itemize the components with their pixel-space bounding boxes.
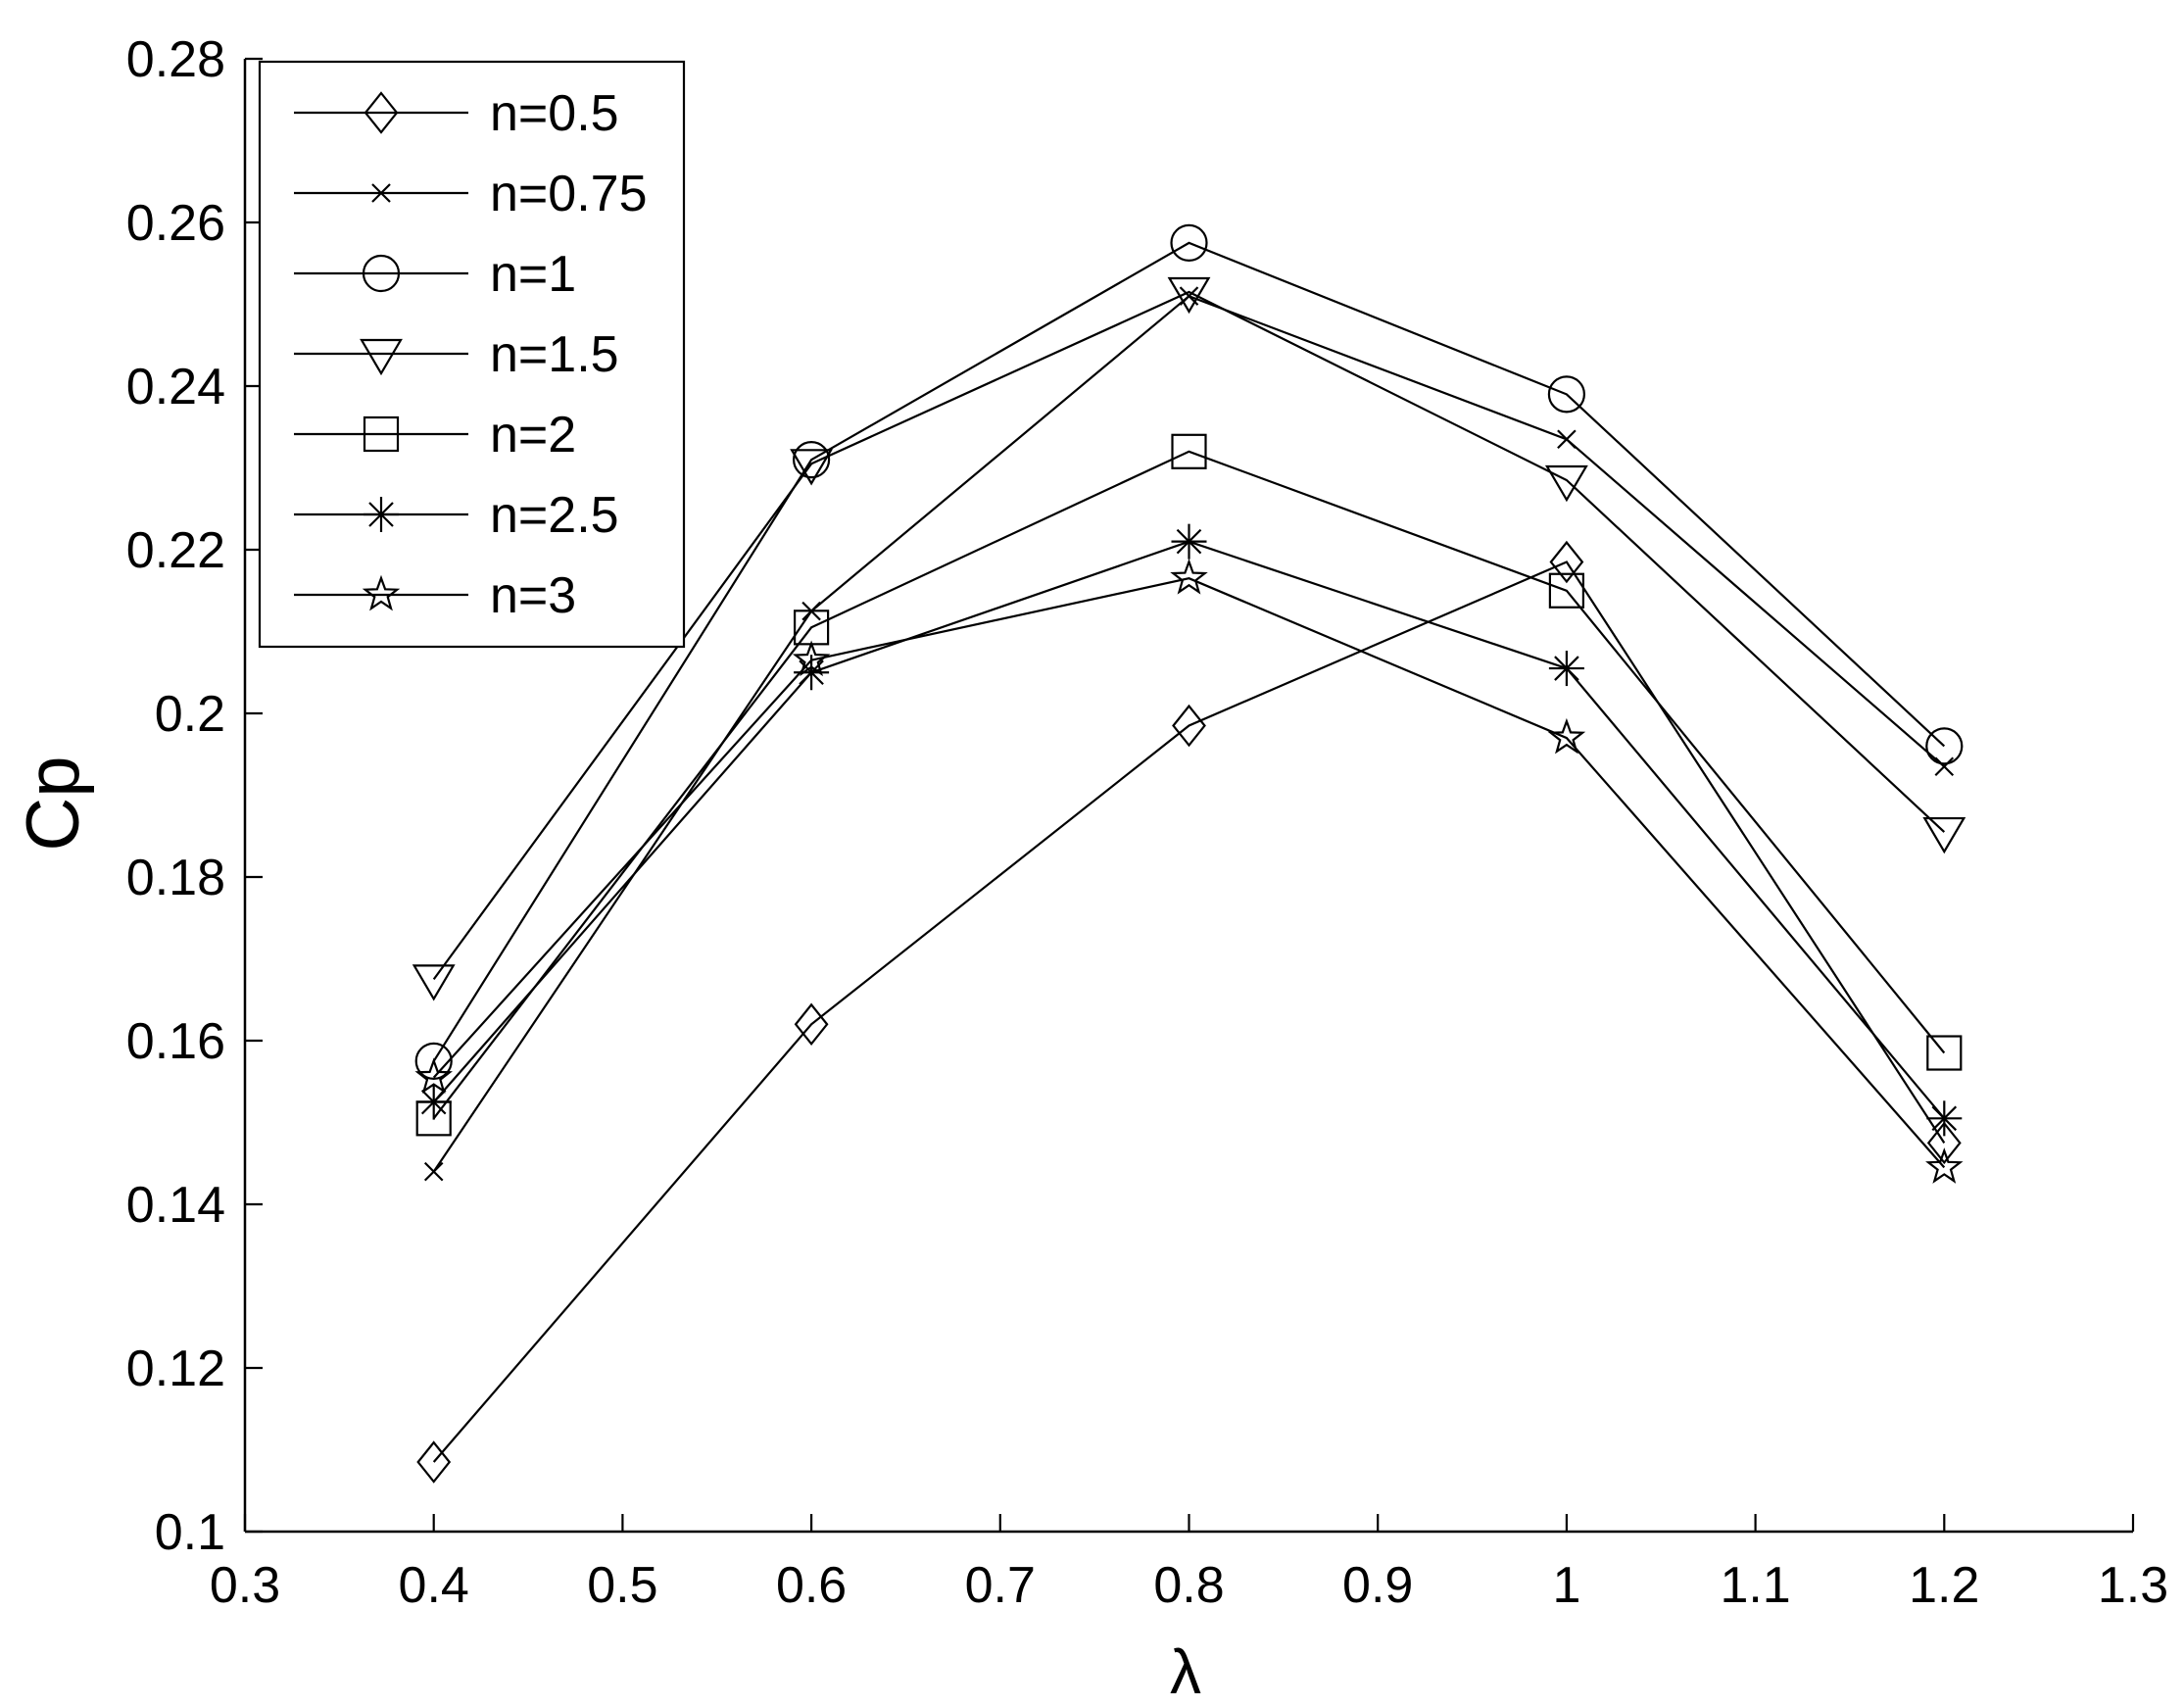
- data-point-asterisk: [1548, 651, 1584, 687]
- data-point-star: [362, 574, 401, 611]
- legend-item: n=1.5: [294, 326, 619, 383]
- y-axis-ticks: 0.1 0.12 0.14 0.16 0.18 0.2 0.22 0.24 0.26 0.28: [126, 31, 263, 1561]
- x-axis-ticks: 0.3 0.4 0.5 0.6 0.7 0.8 0.9 1 1.1 1.2 1.3: [210, 1514, 2168, 1614]
- data-point-asterisk: [415, 1084, 452, 1120]
- x-tick-label: 1.1: [1720, 1557, 1790, 1614]
- data-point-star: [792, 640, 831, 677]
- data-point-x: [1557, 429, 1577, 450]
- data-point-triangle: [790, 449, 834, 486]
- data-point-x: [371, 183, 391, 203]
- legend-label: n=1: [490, 246, 576, 303]
- x-tick-label: 0.8: [1153, 1557, 1224, 1614]
- y-axis-label: Cp: [12, 756, 95, 851]
- data-point-star: [1547, 717, 1586, 755]
- legend-label: n=0.5: [490, 85, 619, 142]
- y-tick-label: 0.14: [126, 1177, 225, 1234]
- y-tick-label: 0.12: [126, 1341, 225, 1397]
- data-point-asterisk: [1926, 1100, 1963, 1137]
- series-line: [432, 561, 1946, 1463]
- x-tick-label: 0.4: [399, 1557, 469, 1614]
- data-point-circle: [792, 441, 831, 479]
- x-tick-label: 0.3: [210, 1557, 280, 1614]
- data-point-square: [1926, 1035, 1963, 1071]
- data-point-asterisk: [364, 497, 399, 532]
- series-n-1: [414, 223, 1964, 1080]
- legend-label: n=2: [490, 407, 576, 463]
- data-point-triangle: [1922, 816, 1966, 854]
- series-n-1-5: [412, 276, 1966, 1001]
- y-tick-label: 0.24: [126, 359, 225, 415]
- y-tick-label: 0.1: [155, 1504, 225, 1561]
- data-point-star: [1925, 1147, 1964, 1184]
- data-point-diamond: [1549, 540, 1584, 584]
- data-point-asterisk: [1171, 523, 1207, 560]
- series-line: [432, 450, 1946, 1119]
- data-point-triangle: [1167, 276, 1211, 315]
- x-tick-label: 1: [1552, 1557, 1580, 1614]
- legend-label: n=0.75: [490, 166, 648, 222]
- series-n-0-5: [416, 540, 1962, 1484]
- series-layer: [412, 223, 1966, 1484]
- y-tick-label: 0.2: [155, 686, 225, 743]
- y-tick-label: 0.18: [126, 850, 225, 906]
- legend-label: n=2.5: [490, 487, 619, 544]
- data-point-diamond: [1172, 704, 1206, 748]
- data-point-square: [1548, 572, 1585, 609]
- x-tick-label: 0.9: [1342, 1557, 1413, 1614]
- legend-label: n=1.5: [490, 326, 619, 383]
- series-line: [432, 241, 1946, 1062]
- data-point-diamond: [416, 1440, 452, 1484]
- legend-item: n=1: [294, 246, 576, 303]
- x-tick-label: 0.7: [965, 1557, 1036, 1614]
- data-point-diamond: [364, 91, 399, 134]
- data-point-triangle: [412, 964, 456, 1001]
- data-point-diamond: [794, 1002, 829, 1047]
- legend-item: n=2: [294, 407, 576, 463]
- series-line: [432, 577, 1946, 1169]
- x-axis-label: λ: [1170, 1636, 1201, 1707]
- data-point-diamond: [1926, 1121, 1962, 1165]
- y-tick-label: 0.16: [126, 1013, 225, 1070]
- x-tick-label: 1.2: [1909, 1557, 1979, 1614]
- legend-item: n=0.75: [294, 166, 648, 222]
- data-point-triangle: [360, 338, 403, 376]
- data-point-x: [423, 1161, 444, 1182]
- data-point-circle: [414, 1042, 453, 1080]
- y-tick-label: 0.22: [126, 522, 225, 579]
- legend: n=0.5 n=0.75 n=1 n=1.5 n=2 n=2.5 n=3: [258, 60, 686, 649]
- data-point-circle: [1547, 375, 1586, 414]
- series-n-2: [415, 433, 1963, 1137]
- x-tick-label: 0.6: [776, 1557, 847, 1614]
- data-point-star: [414, 1057, 453, 1094]
- series-line: [432, 290, 1946, 981]
- data-point-circle: [362, 254, 401, 293]
- legend-item: n=0.5: [294, 85, 619, 142]
- legend-item: n=2.5: [294, 487, 619, 544]
- series-n-3: [414, 558, 1964, 1184]
- data-point-circle: [1925, 727, 1964, 765]
- data-point-star: [1170, 558, 1208, 595]
- data-point-square: [1171, 433, 1207, 469]
- legend-label: n=3: [490, 567, 576, 624]
- data-point-triangle: [1544, 464, 1588, 503]
- legend-item: n=3: [294, 567, 576, 624]
- data-point-x: [1934, 756, 1955, 777]
- data-point-circle: [1170, 223, 1208, 262]
- y-tick-label: 0.28: [126, 31, 225, 88]
- y-tick-label: 0.26: [126, 195, 225, 252]
- x-tick-label: 1.3: [2098, 1557, 2168, 1614]
- x-tick-label: 0.5: [587, 1557, 657, 1614]
- data-point-square: [363, 415, 400, 453]
